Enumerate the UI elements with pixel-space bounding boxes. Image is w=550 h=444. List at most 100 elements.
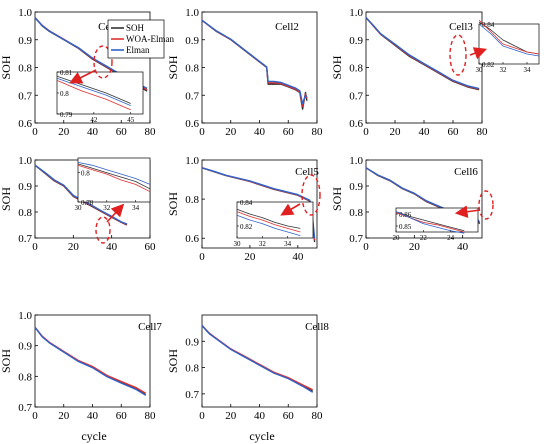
x-tick-label: 60: [283, 410, 295, 422]
inset-y-tick-label: 0.84: [482, 21, 495, 29]
inset-series-line-elman: [395, 211, 465, 234]
y-tick-label: 0.8: [185, 63, 199, 75]
zoom-arrow: [469, 47, 488, 60]
inset-x-tick-label: 24: [447, 234, 455, 242]
inset-series-line-soh: [77, 163, 151, 190]
inset-cell5: 30 32 34 0.82 0.84: [234, 199, 314, 248]
y-tick-label: 1.0: [18, 310, 32, 322]
y-tick-label: 1.0: [185, 7, 199, 19]
panel-cell2: 0 20 40 60 80 0.6 0.7 0.8 0.9 1.0 SOH Cell2: [166, 7, 323, 138]
y-axis-label: SOH: [166, 192, 180, 216]
x-tick-label: 60: [116, 126, 128, 138]
inset-x-tick-label: 32: [500, 66, 508, 74]
inset-x-tick-label: 30: [476, 66, 484, 74]
inset-series-line-woa-elman: [56, 80, 131, 111]
x-tick-label: 60: [283, 126, 295, 138]
panel-cell8: 0 20 40 60 80 0.7 0.8 0.9 SOH Cell8: [166, 314, 329, 422]
x-tick-label: 40: [419, 126, 431, 138]
x-tick-label: 0: [363, 126, 369, 138]
inset-series-line-woa-elman: [77, 164, 151, 193]
x-tick-label: 80: [312, 126, 324, 138]
plot-frame: [201, 314, 318, 408]
plot-frame: [365, 159, 483, 239]
zoom-region-ellipse: [449, 34, 467, 76]
x-tick-label: 40: [292, 251, 304, 263]
x-tick-label: 0: [199, 251, 205, 263]
y-axis-label: SOH: [166, 55, 180, 79]
inset-x-tick-label: 34: [132, 204, 140, 212]
inset-x-tick-label: 20: [393, 234, 401, 242]
inset-series-line-soh: [236, 208, 301, 229]
inset-x-tick-label: 34: [524, 66, 532, 74]
inset-series-line-soh: [395, 211, 465, 232]
series-line-elman: [34, 326, 147, 396]
y-tick-label: 0.9: [185, 336, 199, 348]
y-tick-label: 1.0: [349, 155, 363, 167]
y-axis-label: SOH: [0, 187, 13, 211]
y-tick-label: 0.6: [349, 118, 363, 130]
plot-frame: [201, 11, 318, 124]
inset-x-tick-label: 30: [234, 240, 242, 248]
x-tick-label: 40: [87, 410, 99, 422]
y-tick-label: 0.8: [185, 363, 199, 375]
x-tick-label: 0: [363, 241, 369, 253]
series-line-soh: [201, 19, 308, 110]
inset-series-line-woa-elman: [478, 19, 540, 55]
x-tick-label: 20: [390, 126, 402, 138]
y-tick-label: 1.0: [18, 155, 32, 167]
x-tick-label: 0: [32, 241, 38, 253]
y-axis-label: SOH: [330, 55, 344, 79]
x-tick-label: 20: [225, 126, 237, 138]
inset-frame: [478, 23, 540, 65]
y-tick-label: 0.7: [18, 233, 32, 245]
y-tick-label: 0.9: [185, 35, 199, 47]
zoom-region-ellipse: [95, 216, 111, 244]
series-line-elman: [201, 19, 308, 105]
inset-x-tick-label: 32: [103, 204, 111, 212]
inset-x-tick-label: 30: [75, 204, 83, 212]
panel-cell3: 0 20 40 60 80 0.6 0.7 0.8 0.9 1.0 SOH Cell3 30 32 34 0.…: [330, 7, 540, 138]
panel-title: Cell3: [449, 21, 473, 33]
x-tick-label: 80: [312, 410, 324, 422]
x-tick-label: 0: [199, 126, 205, 138]
inset-y-tick-label: 0.8: [60, 90, 69, 98]
inset-x-tick-label: 45: [127, 116, 135, 124]
x-tick-label: 60: [145, 241, 157, 253]
inset-y-tick-label: 0.82: [482, 61, 495, 69]
x-axis-label: cycle: [81, 429, 106, 443]
inset-x-tick-label: 42: [90, 116, 98, 124]
y-tick-label: 0.8: [185, 194, 199, 206]
y-tick-label: 0.7: [185, 90, 199, 102]
panel-title: Cell7: [138, 321, 162, 333]
inset-y-tick-label: 0.84: [240, 199, 253, 207]
series-line-elman: [201, 325, 314, 393]
x-tick-label: 40: [106, 241, 118, 253]
zoom-region-ellipse: [93, 45, 113, 79]
y-axis-label: SOH: [0, 349, 13, 373]
inset-x-tick-label: 22: [420, 234, 428, 242]
x-tick-label: 20: [68, 241, 80, 253]
y-tick-label: 1.0: [185, 155, 199, 167]
y-tick-label: 0.6: [18, 118, 32, 130]
legend-label: WOA-Elman: [126, 34, 174, 44]
y-tick-label: 0.8: [18, 207, 32, 219]
x-tick-label: 20: [58, 126, 70, 138]
inset-x-tick-label: 32: [259, 240, 267, 248]
x-tick-label: 80: [145, 126, 157, 138]
series-line-woa-elman: [201, 19, 308, 108]
y-tick-label: 1.0: [18, 7, 32, 19]
zoom-arrow: [454, 205, 481, 219]
inset-cell4: 30 32 34 0.78 0.8: [75, 157, 151, 212]
y-tick-label: 1.0: [349, 7, 363, 19]
panel-title: Cell8: [305, 321, 329, 333]
y-tick-label: 0.6: [185, 233, 199, 245]
legend-label: Elman: [126, 45, 150, 55]
inset-series-line-elman: [236, 214, 301, 236]
inset-y-tick-label: 0.82: [240, 223, 253, 231]
y-tick-label: 0.8: [349, 207, 363, 219]
x-tick-label: 0: [32, 410, 38, 422]
